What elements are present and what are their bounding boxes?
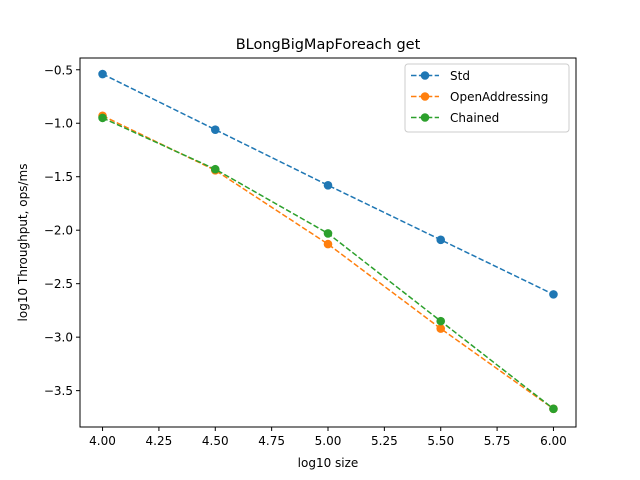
legend-swatch-marker <box>420 113 430 122</box>
legend: Std OpenAddressing Chained <box>404 63 570 133</box>
series-chained <box>98 113 558 414</box>
data-point-chained <box>210 164 220 174</box>
data-point-chained <box>323 229 333 238</box>
legend-label: Std <box>450 69 470 83</box>
x-tick-label: 5.50 <box>427 434 454 448</box>
y-tick-label: −0.5 <box>44 63 73 77</box>
x-tick-label: 5.75 <box>484 434 511 448</box>
y-axis-ticks: −0.5 −1.0 −1.5 −2.0 −2.5 −3.0 −3.5 <box>44 63 80 398</box>
legend-box <box>404 63 570 133</box>
series-line-std <box>102 73 554 296</box>
x-tick-label: 4.75 <box>258 434 285 448</box>
y-tick-label: −3.0 <box>44 331 73 345</box>
legend-swatch-marker <box>420 71 430 80</box>
legend-label: Chained <box>450 111 499 125</box>
y-tick-label: −1.5 <box>44 170 73 184</box>
x-tick-label: 6.00 <box>540 434 567 448</box>
legend-label: OpenAddressing <box>450 90 548 104</box>
legend-item-chained: Chained <box>411 111 499 125</box>
y-axis-label: log10 Throughput, ops/ms <box>16 164 30 322</box>
legend-swatch-marker <box>420 92 430 101</box>
data-point-std <box>436 235 446 245</box>
x-tick-label: 5.25 <box>371 434 398 448</box>
series-std <box>98 69 558 299</box>
data-point-std <box>98 69 107 79</box>
series-layer <box>98 69 558 414</box>
chart-title: BLongBigMapForeach get <box>236 37 421 53</box>
y-tick-label: −2.5 <box>44 277 73 291</box>
x-tick-label: 4.00 <box>89 434 116 448</box>
y-tick-label: −1.0 <box>44 117 73 131</box>
x-tick-label: 4.25 <box>146 434 173 448</box>
data-point-chained <box>549 404 558 414</box>
data-point-std <box>323 180 333 190</box>
x-axis-ticks: 4.00 4.25 4.50 4.75 5.00 5.25 5.50 5.75 6.00 <box>89 427 567 448</box>
x-tick-label: 5.00 <box>315 434 342 448</box>
x-tick-label: 4.50 <box>202 434 229 448</box>
y-tick-label: −2.0 <box>44 224 73 238</box>
legend-item-std: Std <box>411 69 470 83</box>
data-point-openaddressing <box>436 324 446 333</box>
x-axis-label: log10 size <box>298 456 359 470</box>
plot-frame <box>79 57 577 428</box>
data-point-chained <box>98 113 107 123</box>
data-point-std <box>210 125 220 134</box>
data-point-chained <box>436 316 446 326</box>
data-point-std <box>549 290 558 299</box>
legend-item-openaddressing: OpenAddressing <box>411 90 548 104</box>
y-tick-label: −3.5 <box>44 384 73 398</box>
data-point-openaddressing <box>323 239 333 249</box>
